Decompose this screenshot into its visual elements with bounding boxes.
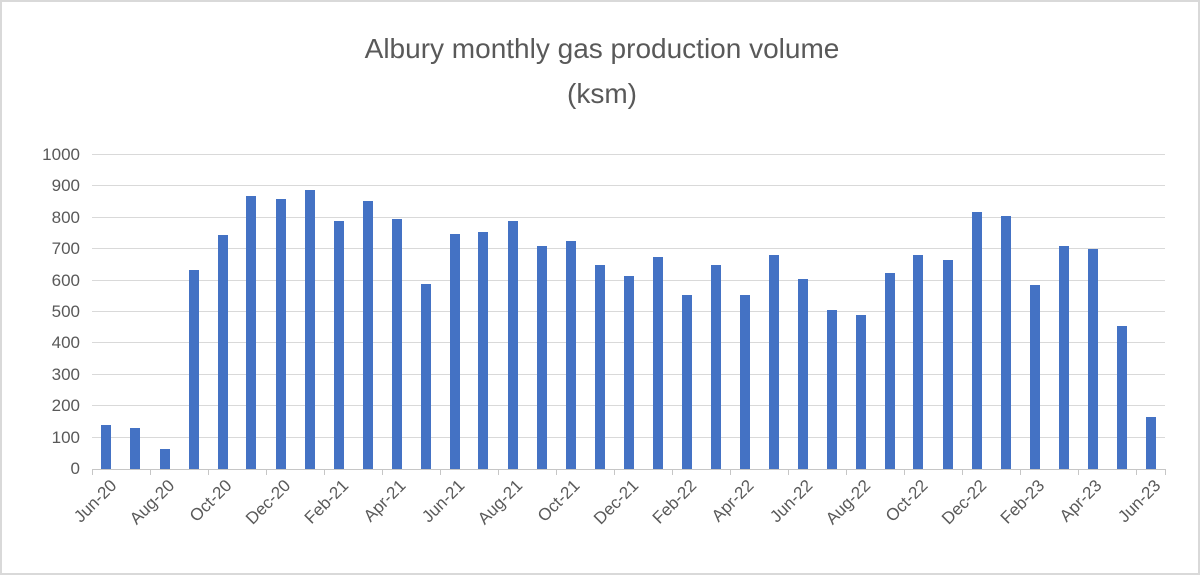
x-axis-tick-mark: [730, 469, 731, 475]
bar-Apr-22: [739, 294, 750, 469]
x-axis-tick-mark: [266, 469, 267, 475]
bar-Jun-22: [797, 279, 808, 469]
x-axis-tick-mark: [556, 469, 557, 475]
bar-Apr-23: [1087, 249, 1098, 469]
x-axis-tick-label: Jun-23: [1113, 476, 1164, 527]
bar-Jun-20: [101, 425, 112, 469]
x-axis-tick-mark: [1078, 469, 1079, 475]
bar-Sep-22: [884, 272, 895, 469]
x-axis-tick-label: Oct-21: [534, 476, 584, 526]
bar-Mar-23: [1058, 246, 1069, 469]
x-axis-tick-label: Oct-20: [186, 476, 236, 526]
y-axis-tick-label: 600: [51, 270, 80, 290]
x-axis-tick-label: Dec-22: [937, 476, 990, 529]
y-axis-tick-label: 200: [51, 396, 80, 416]
bar-Apr-21: [391, 219, 402, 469]
bar-May-23: [1116, 326, 1127, 469]
x-axis-tick-mark: [672, 469, 673, 475]
bar-Mar-21: [362, 200, 373, 469]
bar-Dec-22: [971, 211, 982, 469]
chart-title: Albury monthly gas production volume (ks…: [2, 26, 1198, 116]
x-axis-tick-label: Aug-20: [125, 476, 178, 529]
y-axis-tick-label: 1000: [42, 145, 80, 164]
x-axis-tick-mark: [788, 469, 789, 475]
x-axis-tick-mark: [440, 469, 441, 475]
x-axis-tick-mark: [1020, 469, 1021, 475]
y-axis: 0 100 200 300 400 500 600 700 800 900 1000: [2, 145, 80, 478]
x-axis-tick-label: Oct-22: [882, 476, 932, 526]
x-axis-tick-label: Apr-22: [708, 476, 758, 526]
x-axis-labels: Jun-20 Aug-20 Oct-20 Dec-20 Feb-21 Apr-21 Jun-…: [70, 476, 1165, 566]
plot-area: [92, 154, 1166, 475]
x-axis-tick-label: Jun-21: [417, 476, 468, 527]
bar-Jun-23: [1145, 417, 1156, 469]
bar-Aug-20: [159, 448, 170, 469]
bar-Jan-21: [304, 189, 315, 469]
bar-May-22: [768, 255, 779, 469]
chart-title-line2: (ksm): [567, 78, 637, 109]
x-axis-tick-label: Feb-23: [996, 476, 1048, 528]
x-axis-tick-mark: [92, 469, 93, 475]
y-axis-tick-label: 0: [70, 459, 80, 478]
bar-Mar-22: [710, 264, 721, 469]
bar-Nov-20: [246, 195, 257, 469]
gridline-1000: [92, 154, 1165, 155]
bar-Aug-21: [507, 220, 518, 469]
bar-Jan-23: [1000, 216, 1011, 469]
bar-Nov-22: [942, 260, 953, 469]
x-axis-tick-label: Aug-22: [821, 476, 874, 529]
y-axis-tick-label: 900: [51, 176, 80, 196]
x-axis-tick-mark: [324, 469, 325, 475]
bar-Sep-21: [536, 246, 547, 469]
bar-Jul-22: [826, 310, 837, 469]
y-axis-tick-label: 400: [51, 333, 80, 353]
y-axis-tick-label: 800: [51, 207, 80, 227]
x-axis-tick-mark: [498, 469, 499, 475]
x-axis-tick-mark: [846, 469, 847, 475]
gridline-800: [92, 216, 1165, 218]
y-axis-tick-label: 500: [51, 302, 80, 321]
gridline-900: [92, 185, 1165, 187]
bar-Jul-21: [478, 231, 489, 469]
chart-title-line1: Albury monthly gas production volume: [364, 33, 840, 64]
bar-Oct-20: [217, 235, 228, 469]
bar-Nov-21: [594, 264, 605, 469]
bar-Dec-20: [275, 198, 286, 469]
x-axis-tick-mark: [1165, 469, 1166, 475]
bar-Dec-21: [623, 275, 634, 469]
bar-Sep-20: [188, 269, 199, 469]
x-axis-tick-label: Aug-21: [473, 476, 526, 529]
y-axis-tick-label: 700: [51, 239, 80, 259]
x-axis-line: [92, 469, 1165, 470]
x-axis-tick-label: Feb-21: [300, 476, 352, 528]
bar-Oct-21: [565, 241, 576, 469]
x-axis-tick-mark: [208, 469, 209, 475]
x-axis-tick-label: Apr-21: [360, 476, 410, 526]
bar-Feb-23: [1029, 285, 1040, 469]
y-axis-tick-label: 300: [51, 364, 80, 384]
x-axis-tick-label: Dec-20: [241, 476, 294, 529]
x-axis-tick-mark: [150, 469, 151, 475]
x-axis-tick-label: Dec-21: [589, 476, 642, 529]
x-axis-tick-mark: [614, 469, 615, 475]
x-axis-tick-mark: [1136, 469, 1137, 475]
x-axis-tick-label: Jun-22: [765, 476, 816, 527]
bar-Oct-22: [913, 255, 924, 469]
x-axis-tick-mark: [904, 469, 905, 475]
bar-Aug-22: [855, 315, 866, 469]
bar-May-21: [420, 283, 431, 469]
bar-Jan-22: [652, 257, 663, 469]
x-axis-tick-mark: [962, 469, 963, 475]
bar-Jul-20: [130, 428, 141, 469]
bar-Feb-21: [333, 220, 344, 469]
x-axis-tick-label: Apr-23: [1056, 476, 1106, 526]
gridline-700: [92, 248, 1165, 250]
x-axis-tick-label: Jun-20: [69, 476, 120, 527]
x-axis-tick-label: Feb-22: [648, 476, 700, 528]
bar-Jun-21: [449, 233, 460, 469]
bar-Feb-22: [681, 294, 692, 469]
y-axis-tick-label: 100: [51, 427, 80, 447]
x-axis-tick-mark: [382, 469, 383, 475]
